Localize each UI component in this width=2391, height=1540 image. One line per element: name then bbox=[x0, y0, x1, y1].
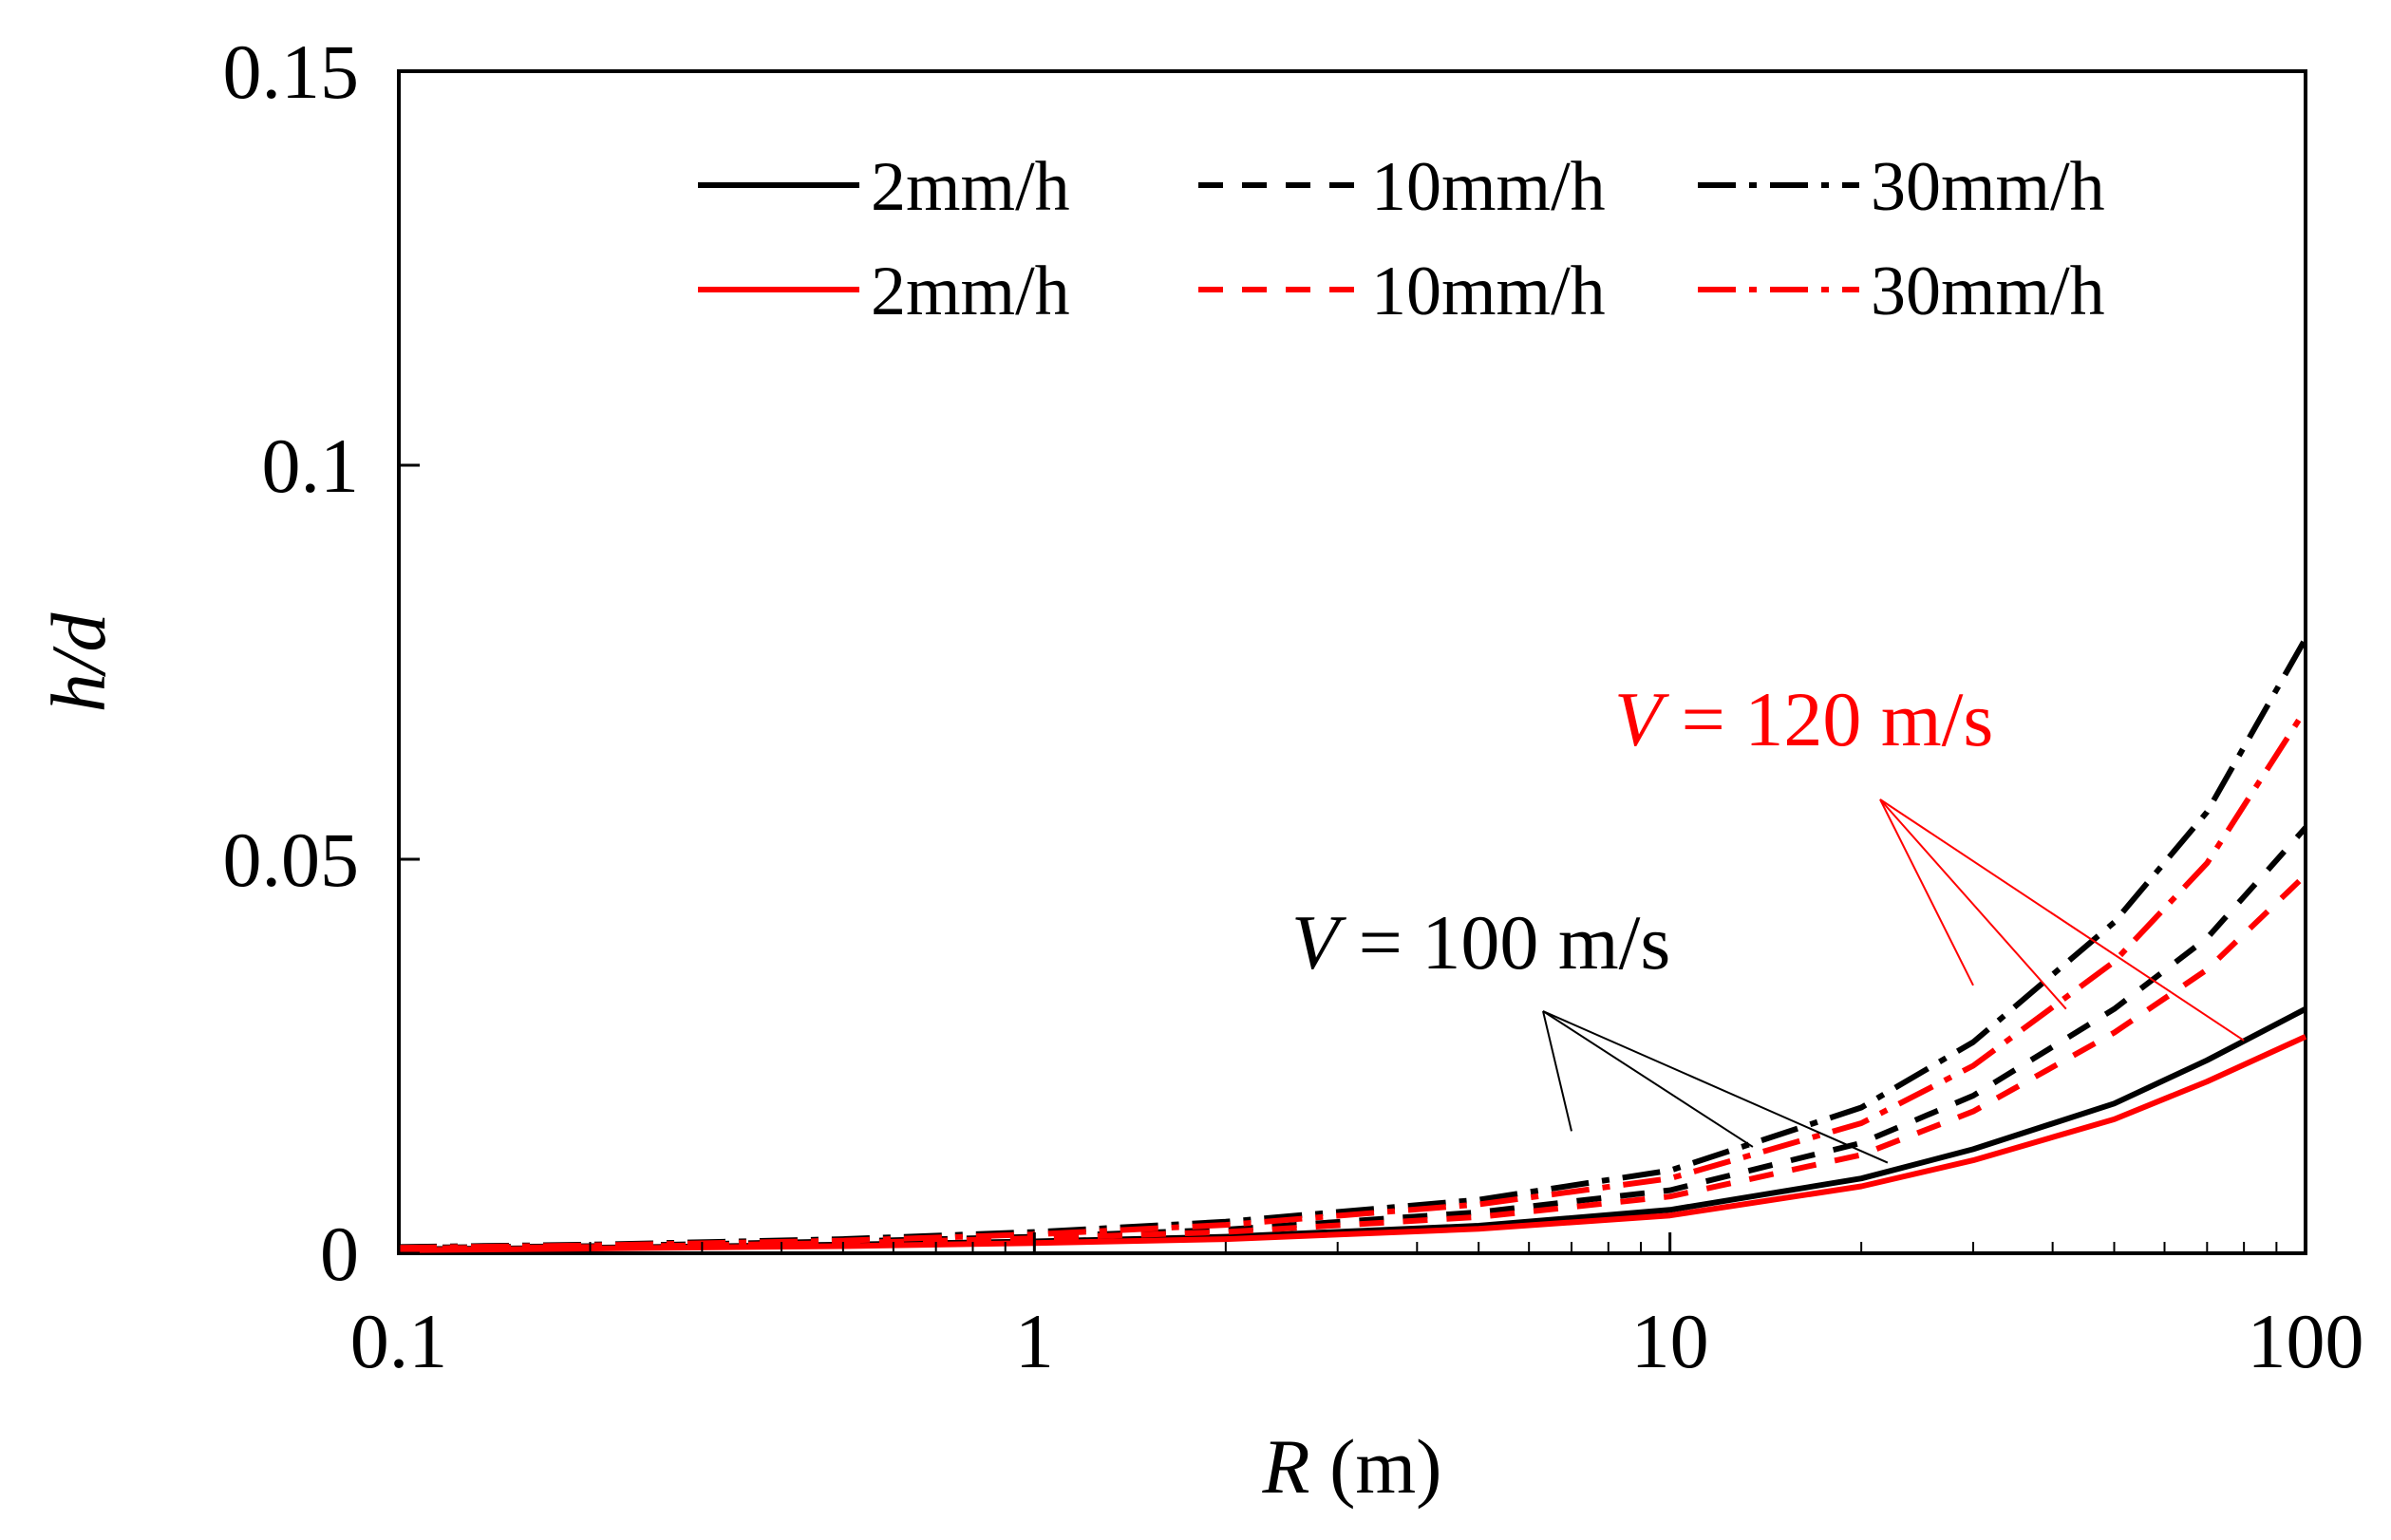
series-line-red-10mm-per-h bbox=[398, 873, 2308, 1251]
y-tick-label: 0.15 bbox=[223, 28, 360, 115]
x-tick-label: 10 bbox=[1631, 1298, 1709, 1384]
legend-label: 30mm/h bbox=[1871, 148, 2105, 226]
legend-item: 2mm/h bbox=[698, 253, 1070, 330]
x-axis-title: R (m) bbox=[1262, 1423, 1442, 1510]
legend-item: 10mm/h bbox=[1198, 253, 1606, 330]
y-axis-title: h/d bbox=[35, 612, 122, 713]
y-tick-label: 0.05 bbox=[223, 817, 360, 903]
annotation-label: V = 120 m/s bbox=[1614, 676, 1993, 762]
legend-label: 10mm/h bbox=[1371, 148, 1606, 226]
legend-label: 2mm/h bbox=[871, 253, 1070, 330]
legend-label: 2mm/h bbox=[871, 148, 1070, 226]
series-line-black-30mm-per-h bbox=[398, 637, 2308, 1250]
annotation-leader-line bbox=[1542, 1010, 1889, 1164]
legend: 2mm/h 10mm/h 30mm/h 2mm/h 10mm/h 30mm/h bbox=[698, 148, 2105, 330]
series-line-red-30mm-per-h bbox=[398, 707, 2308, 1251]
x-tick-label: 100 bbox=[2248, 1298, 2364, 1384]
legend-item: 2mm/h bbox=[698, 148, 1070, 226]
annotation-leader-line bbox=[1879, 798, 2067, 1010]
annotation-label: V = 100 m/s bbox=[1291, 899, 1670, 986]
annotation-leader-line bbox=[1879, 798, 1974, 986]
x-tick-label: 1 bbox=[1015, 1298, 1054, 1384]
annotation-layer: V = 100 m/s V = 120 m/s bbox=[1291, 676, 2245, 1164]
legend-item: 30mm/h bbox=[1698, 253, 2105, 330]
annotation-leader-line bbox=[1879, 798, 2245, 1042]
plot-frame bbox=[397, 69, 2307, 1255]
series-layer bbox=[398, 637, 2308, 1253]
y-tick-label: 0 bbox=[320, 1211, 359, 1297]
legend-item: 10mm/h bbox=[1198, 148, 1606, 226]
legend-label: 30mm/h bbox=[1871, 253, 2105, 330]
annotation-leader-line bbox=[1542, 1010, 1754, 1148]
y-tick-label: 0.1 bbox=[262, 423, 360, 509]
legend-item: 30mm/h bbox=[1698, 148, 2105, 226]
tick-layer: 0.1 1 10 100 0 0.05 0.1 0.15 bbox=[223, 28, 2364, 1384]
legend-label: 10mm/h bbox=[1371, 253, 1606, 330]
annotation-leader-line bbox=[1542, 1010, 1572, 1132]
series-line-red-2mm-per-h bbox=[398, 1034, 2307, 1253]
x-tick-label: 0.1 bbox=[350, 1298, 448, 1384]
